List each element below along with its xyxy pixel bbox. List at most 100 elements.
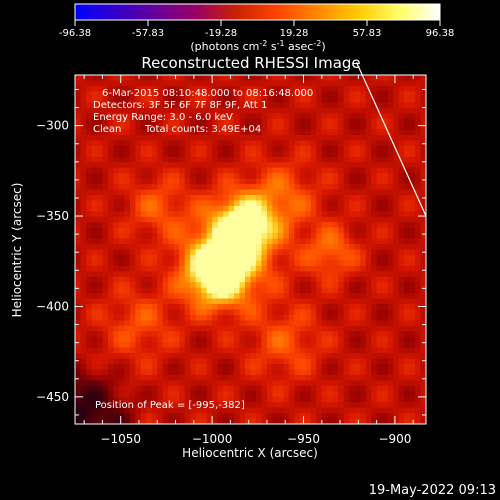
heatmap-cell bbox=[206, 216, 213, 223]
heatmap-cell bbox=[255, 75, 262, 81]
heatmap-cell bbox=[102, 260, 109, 267]
heatmap-cell bbox=[338, 364, 345, 370]
heatmap-cell bbox=[288, 265, 295, 272]
heatmap-cell bbox=[157, 276, 164, 283]
heatmap-cell bbox=[239, 194, 246, 201]
heatmap-cell bbox=[360, 96, 367, 103]
heatmap-cell bbox=[195, 167, 202, 174]
heatmap-cell bbox=[305, 314, 312, 321]
heatmap-cell bbox=[376, 276, 383, 283]
heatmap-cell bbox=[299, 189, 306, 196]
heatmap-cell bbox=[382, 134, 389, 141]
heatmap-cell bbox=[387, 385, 394, 392]
heatmap-cell bbox=[354, 238, 361, 245]
heatmap-cell bbox=[393, 380, 399, 387]
heatmap-cell bbox=[151, 118, 158, 125]
heatmap-cell bbox=[365, 145, 372, 152]
heatmap-cell bbox=[217, 407, 224, 414]
heatmap-cell bbox=[118, 380, 125, 387]
heatmap-cell bbox=[245, 113, 251, 120]
heatmap-cell bbox=[135, 260, 142, 267]
heatmap-cell bbox=[420, 167, 427, 174]
heatmap-cell bbox=[288, 282, 295, 289]
heatmap-cell bbox=[124, 156, 131, 163]
heatmap-cell bbox=[398, 402, 405, 409]
heatmap-cell bbox=[80, 222, 87, 229]
heatmap-cell bbox=[223, 233, 229, 239]
y-tick-label: −300 bbox=[36, 119, 69, 133]
heatmap-cell bbox=[376, 118, 383, 125]
heatmap-cell bbox=[332, 265, 339, 272]
heatmap-cell bbox=[75, 374, 81, 381]
heatmap-cell bbox=[420, 369, 427, 376]
heatmap-cell bbox=[135, 325, 142, 332]
heatmap-cell bbox=[245, 184, 251, 190]
heatmap-cell bbox=[228, 358, 235, 365]
heatmap-cell bbox=[371, 347, 378, 354]
heatmap-cell bbox=[404, 369, 410, 376]
heatmap-cell bbox=[376, 124, 383, 130]
heatmap-cell bbox=[91, 96, 98, 103]
heatmap-cell bbox=[266, 184, 273, 190]
heatmap-cell bbox=[118, 156, 125, 163]
heatmap-cell bbox=[212, 385, 218, 392]
heatmap-cell bbox=[382, 124, 389, 130]
heatmap-cell bbox=[409, 134, 416, 141]
heatmap-cell bbox=[234, 374, 240, 381]
x-tick-label: −1000 bbox=[192, 432, 233, 446]
heatmap-cell bbox=[409, 113, 416, 120]
heatmap-cell bbox=[135, 134, 142, 141]
heatmap-cell bbox=[96, 309, 103, 316]
heatmap-cell bbox=[85, 276, 92, 283]
heatmap-cell bbox=[113, 200, 120, 207]
heatmap-cell bbox=[179, 418, 186, 425]
heatmap-cell bbox=[360, 260, 367, 267]
heatmap-cell bbox=[168, 227, 175, 234]
heatmap-cell bbox=[118, 364, 125, 370]
heatmap-cell bbox=[217, 216, 224, 223]
annotation-clean: Clean bbox=[93, 124, 121, 135]
heatmap-cell bbox=[365, 374, 372, 381]
heatmap-cell bbox=[179, 184, 186, 190]
heatmap-cell bbox=[195, 91, 202, 98]
heatmap-cell bbox=[316, 91, 323, 98]
heatmap-cell bbox=[283, 413, 290, 419]
heatmap-cell bbox=[398, 151, 405, 158]
heatmap-cell bbox=[376, 244, 383, 250]
heatmap-cell bbox=[376, 85, 383, 92]
heatmap-cell bbox=[146, 178, 153, 185]
heatmap-cell bbox=[124, 402, 131, 409]
heatmap-cell bbox=[157, 162, 164, 169]
heatmap-cell bbox=[190, 151, 197, 158]
heatmap-cell bbox=[201, 347, 208, 354]
heatmap-cell bbox=[234, 342, 240, 349]
heatmap-cell bbox=[255, 140, 262, 147]
heatmap-cell bbox=[146, 118, 153, 125]
heatmap-cell bbox=[250, 304, 257, 310]
heatmap-cell bbox=[338, 298, 345, 305]
heatmap-cell bbox=[212, 134, 218, 141]
heatmap-cell bbox=[201, 407, 208, 414]
heatmap-cell bbox=[382, 418, 389, 425]
heatmap-cell bbox=[217, 374, 224, 381]
heatmap-cell bbox=[140, 282, 147, 289]
heatmap-cell bbox=[261, 298, 268, 305]
heatmap-cell bbox=[266, 293, 273, 299]
heatmap-cell bbox=[118, 396, 125, 403]
heatmap-cell bbox=[327, 124, 334, 130]
heatmap-cell bbox=[272, 173, 279, 180]
heatmap-cell bbox=[201, 233, 208, 239]
heatmap-cell bbox=[332, 336, 339, 343]
heatmap-cell bbox=[343, 178, 350, 185]
heatmap-cell bbox=[173, 265, 180, 272]
heatmap-cell bbox=[415, 353, 421, 359]
heatmap-cell bbox=[349, 96, 356, 103]
heatmap-cell bbox=[217, 96, 224, 103]
heatmap-cell bbox=[272, 304, 279, 310]
heatmap-cell bbox=[75, 151, 81, 158]
heatmap-cell bbox=[146, 205, 153, 212]
heatmap-cell bbox=[228, 265, 235, 272]
heatmap-cell bbox=[393, 151, 399, 158]
heatmap-cell bbox=[206, 80, 213, 87]
heatmap-cell bbox=[217, 265, 224, 272]
